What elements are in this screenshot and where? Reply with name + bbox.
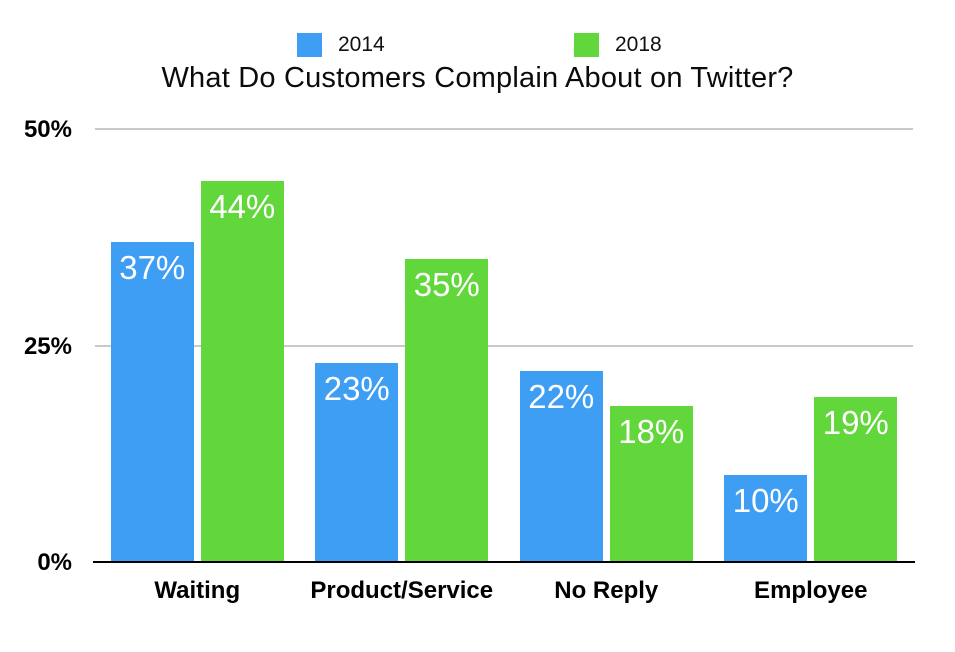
x-axis-line: [93, 561, 915, 563]
legend-label-2018: 2018: [615, 33, 662, 56]
bar-value-label-2014-product-service: 23%: [323, 369, 390, 407]
legend-item-2014: 2014: [297, 33, 385, 57]
category-label-product-service: Product/Service: [310, 577, 494, 604]
bar-2014-product-service: 23%: [315, 362, 399, 562]
ytick-label-0: 0%: [37, 549, 72, 576]
category-label-employee: Employee: [754, 577, 868, 604]
bar-value-label-2018-product-service: 35%: [413, 265, 480, 303]
bar-2014-no-reply: 22%: [519, 371, 603, 562]
category-label-no-reply: No Reply: [554, 577, 659, 604]
legend-item-2018: 2018: [574, 33, 662, 57]
bar-2014-employee: 10%: [724, 475, 808, 562]
ytick-label-50: 50%: [23, 116, 72, 143]
legend-swatch-2014: [297, 33, 322, 57]
chart-title: What Do Customers Complain About on Twit…: [161, 62, 794, 94]
category-label-waiting: Waiting: [154, 577, 241, 604]
bar-value-label-2014-waiting: 37%: [119, 248, 186, 286]
gridline-25: [95, 344, 913, 347]
bar-value-label-2014-no-reply: 22%: [528, 378, 595, 416]
bar-2018-no-reply: 18%: [609, 406, 693, 562]
ytick-label-25: 25%: [23, 332, 72, 360]
legend-swatch-2018: [574, 33, 599, 57]
bar-2018-product-service: 35%: [405, 258, 489, 562]
bar-value-label-2018-waiting: 44%: [209, 187, 276, 225]
bar-2018-employee: 19%: [814, 397, 898, 562]
bar-value-label-2018-employee: 19%: [822, 404, 889, 442]
bar-2018-waiting: 44%: [200, 180, 284, 562]
bar-value-label-2014-employee: 10%: [732, 482, 799, 520]
legend-label-2014: 2014: [338, 33, 385, 56]
bar-value-label-2018-no-reply: 18%: [618, 413, 685, 451]
gridline-50: [95, 128, 913, 130]
bar-2014-waiting: 37%: [110, 241, 194, 562]
